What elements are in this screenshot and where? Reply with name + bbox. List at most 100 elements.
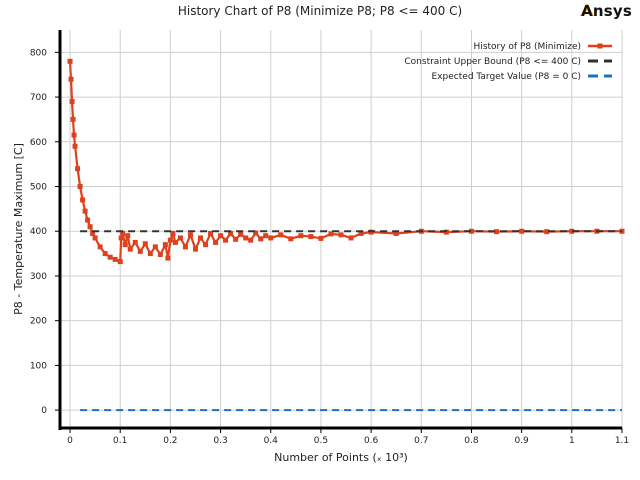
brand-name: Ansys	[581, 2, 632, 20]
data-point	[318, 235, 324, 241]
data-point	[218, 233, 224, 239]
data-point	[112, 256, 118, 262]
data-point	[120, 230, 126, 236]
data-point	[238, 231, 244, 237]
data-point	[102, 251, 108, 257]
y-tick-label: 300	[30, 272, 47, 282]
data-point	[243, 235, 249, 241]
data-point	[170, 230, 176, 236]
legend-label: Expected Target Value (P8 = 0 C)	[432, 72, 581, 82]
data-point	[107, 254, 113, 260]
data-point	[157, 251, 163, 257]
y-tick-label: 700	[30, 93, 47, 103]
data-point	[117, 259, 123, 265]
data-point	[569, 228, 575, 234]
data-point	[75, 166, 81, 172]
data-point	[80, 197, 86, 203]
data-point	[248, 237, 254, 243]
data-point	[85, 217, 91, 223]
data-point	[187, 232, 193, 238]
x-tick-label: 0.4	[264, 436, 279, 446]
data-point	[97, 244, 103, 250]
data-point	[92, 235, 98, 241]
x-tick-label: 0.5	[314, 436, 328, 446]
data-point	[87, 224, 93, 230]
legend-label: History of P8 (Minimize)	[474, 42, 581, 52]
data-point	[172, 239, 178, 245]
data-point	[70, 116, 76, 122]
x-tick-label: 0.7	[414, 436, 428, 446]
data-point	[69, 99, 75, 105]
data-point	[127, 246, 133, 252]
data-point	[233, 236, 239, 242]
x-axis-label: Number of Points (ₓ 10³)	[274, 451, 408, 464]
data-point	[77, 184, 83, 190]
y-tick-label: 200	[30, 317, 47, 327]
data-point	[152, 244, 158, 250]
x-tick-label: 0.2	[163, 436, 177, 446]
data-point	[72, 143, 78, 149]
data-point	[177, 235, 183, 241]
x-tick-label: 0.3	[213, 436, 227, 446]
data-point	[132, 239, 138, 245]
data-point	[192, 246, 198, 252]
data-point	[71, 132, 77, 138]
data-point	[213, 239, 219, 245]
data-point	[268, 235, 274, 241]
data-point	[167, 237, 173, 243]
y-tick-label: 600	[30, 138, 47, 148]
data-point	[68, 76, 74, 82]
x-tick-label: 0.9	[514, 436, 529, 446]
data-point	[118, 235, 124, 241]
data-point	[253, 230, 259, 236]
data-point	[67, 58, 73, 64]
chart-title: History Chart of P8 (Minimize P8; P8 <= …	[177, 4, 463, 18]
y-tick-label: 100	[30, 361, 47, 371]
y-axis-label: P8 - Temperature Maximum [C]	[12, 143, 25, 315]
data-point	[122, 242, 128, 248]
y-tick-label: 0	[41, 406, 47, 416]
data-point	[358, 230, 364, 236]
x-tick-label: 0	[67, 436, 73, 446]
x-tick-label: 1.1	[615, 436, 629, 446]
data-point	[544, 229, 550, 235]
data-point	[278, 232, 284, 238]
data-point	[519, 228, 525, 234]
x-tick-label: 1	[569, 436, 575, 446]
data-point	[338, 232, 344, 238]
data-point	[90, 230, 96, 236]
data-point	[137, 248, 143, 254]
data-point	[348, 235, 354, 241]
y-tick-label: 800	[30, 48, 47, 58]
data-point	[198, 235, 203, 241]
x-tick-label: 0.1	[113, 436, 127, 446]
data-point	[223, 237, 229, 243]
y-tick-label: 500	[30, 183, 47, 193]
legend-label: Constraint Upper Bound (P8 <= 400 C)	[404, 57, 581, 67]
data-point	[203, 242, 209, 248]
data-point	[298, 233, 304, 239]
data-point	[125, 233, 131, 239]
data-point	[494, 229, 500, 235]
ansys-logo-icon	[580, 3, 594, 16]
data-point	[147, 251, 153, 257]
data-point	[82, 208, 88, 214]
data-point	[468, 228, 474, 234]
data-point	[142, 241, 148, 247]
data-point	[308, 234, 314, 240]
data-point	[228, 230, 234, 236]
x-tick-label: 0.8	[464, 436, 479, 446]
data-point	[258, 236, 264, 242]
data-point	[393, 230, 399, 236]
data-point	[328, 231, 334, 237]
data-point	[182, 244, 188, 250]
data-point	[288, 236, 294, 242]
data-point	[165, 255, 171, 261]
data-point	[263, 233, 269, 239]
legend-marker	[597, 43, 603, 49]
x-tick-label: 0.6	[364, 436, 379, 446]
y-tick-label: 400	[30, 227, 47, 237]
data-point	[162, 242, 168, 248]
